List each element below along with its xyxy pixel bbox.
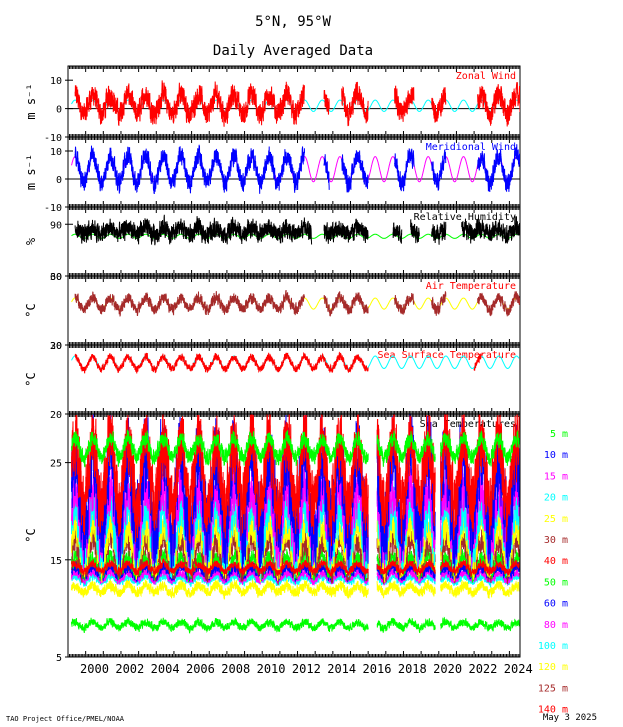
y-tick-label: 30 [50,341,62,352]
plot-area [71,351,520,374]
y-tick-label: -10 [44,133,62,144]
y-tick-label: 0 [56,175,62,186]
legend-entry: 5 m [550,429,568,440]
legend-entry: 50 m [544,577,568,588]
x-tick-label: 2004 [151,662,180,676]
y-tick-label: 25 [50,459,62,470]
x-tick-label: 2010 [257,662,286,676]
x-tick-label: 2000 [80,662,109,676]
panel-2: -10 0 10 m s⁻¹ Meridional Wind [24,136,521,214]
legend-entry: 15 m [544,471,568,482]
x-tick-label: 2024 [504,662,533,676]
series-line-measured [74,144,520,195]
x-tick-label: 2002 [115,662,144,676]
panel-6: 5 15 25 °C Sea Temperatures 2000 2002 2004 2006 2… [24,413,533,676]
legend-entry: 125 m [538,683,568,694]
series-line-measured [74,289,520,317]
y-tick-label: 60 [50,272,62,283]
panel-title: Sea Temperatures [420,419,516,430]
legend-entry: 140 m [538,705,568,716]
y-tick-label: 90 [50,220,62,231]
series-line-40m [71,414,520,547]
panel-title: Zonal Wind [456,71,516,82]
plot-area [71,214,520,246]
legend-entry: 120 m [538,662,568,673]
chart-title: 5°N, 95°W [255,14,331,30]
footer-credit: TAO Project Office/PMEL/NOAA [6,715,125,723]
x-tick-label: 2022 [468,662,497,676]
x-tick-label: 2012 [292,662,321,676]
plot-area [71,144,520,195]
series-line-measured [74,214,520,246]
x-tick-label: 2018 [398,662,427,676]
y-tick-label: 5 [56,653,62,664]
y-axis-label: °C [24,528,38,542]
panel-title: Meridional Wind [426,142,516,153]
plot-area [71,80,520,127]
plot-area [71,414,520,634]
chart-subtitle: Daily Averaged Data [213,43,373,59]
series-line-150m [71,616,520,634]
legend-entry: 25 m [544,514,568,525]
plot-area [71,289,520,317]
panel-title: Relative Humidity [414,212,516,223]
panels: -10 0 10 m s⁻¹ Zonal Wind -10 0 10 m s⁻¹ Meridion… [24,65,533,676]
y-tick-label: 10 [50,76,62,87]
x-tick-label: 2020 [433,662,462,676]
series-line-5m [71,429,520,468]
panel-3: 60 90% Relative Humidity [24,206,521,283]
legend-entry: 100 m [538,641,568,652]
legend-entry: 150 m [538,726,568,727]
x-tick-label: 2008 [221,662,250,676]
legend-entry: 60 m [544,599,568,610]
legend-entry: 20 m [544,493,568,504]
x-tick-label: 2016 [363,662,392,676]
panel-title: Air Temperature [426,281,516,292]
x-tick-label: 2014 [327,662,356,676]
panel-title: Sea Surface Temperature [378,350,516,361]
y-tick-label: 20 [50,341,62,352]
series-line-measured [74,351,482,374]
series-line-120m [71,577,520,600]
x-tick-label: 2006 [186,662,215,676]
legend-entry: 30 m [544,535,568,546]
month-ticks [67,414,521,657]
series-line-measured [74,80,520,127]
y-tick-label: 15 [50,556,62,567]
y-tick-label: 10 [50,147,62,158]
y-axis-label: % [24,237,38,245]
panel-frame [67,65,521,138]
legend-entry: 80 m [544,620,568,631]
month-ticks [67,66,521,137]
legend-entry: 10 m [544,450,568,461]
y-axis-label: m s⁻¹ [24,154,38,190]
series-line-140m [71,557,520,578]
y-tick-label: 30 [50,272,62,283]
legend-entry: 40 m [544,556,568,567]
y-tick-label: 0 [56,105,62,116]
y-axis-label: °C [24,372,38,386]
y-axis-label: °C [24,303,38,317]
panel-frame [67,413,521,658]
y-tick-label: 20 [50,410,62,421]
footer-date: May 3 2025 [543,713,597,723]
legend: 5 m 10 m 15 m 20 m 25 m 30 m 40 m 50 m 60 m 80 m 1… [538,429,568,727]
y-tick-label: -10 [44,203,62,214]
y-axis-label: m s⁻¹ [24,83,38,119]
panel-1: -10 0 10 m s⁻¹ Zonal Wind [24,65,521,144]
